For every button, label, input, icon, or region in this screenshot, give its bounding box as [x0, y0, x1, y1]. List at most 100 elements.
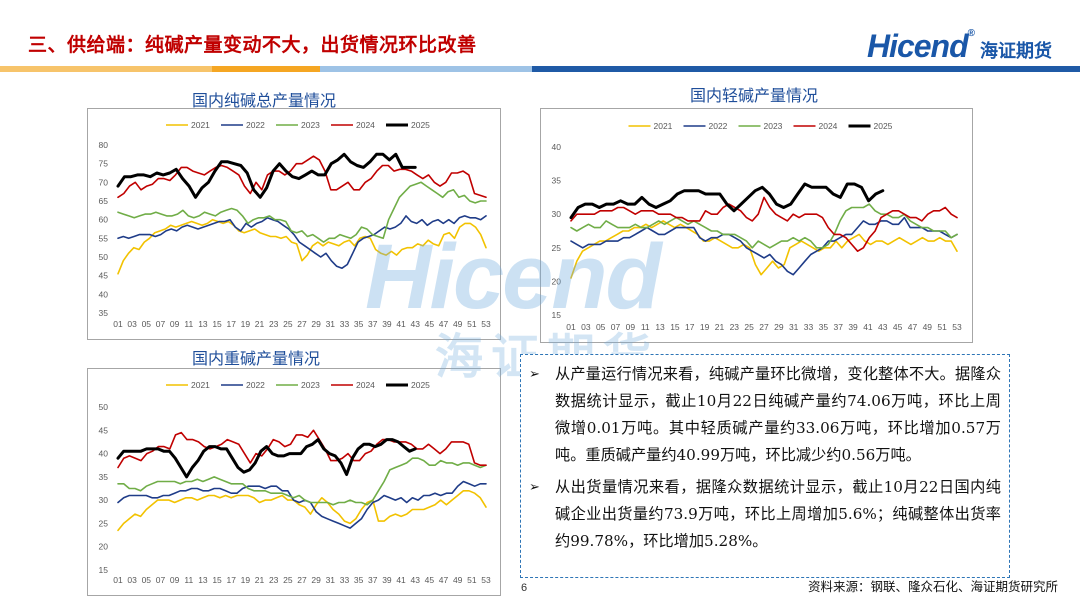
legend-label: 2022: [246, 120, 265, 130]
chart-light-production: 15 20 25 30 35 40 01 03 05 07 09 11 13 15 17 19 21 23 25 27…: [540, 108, 973, 343]
header-band-segment: [212, 66, 320, 72]
y-tick-label: 60: [99, 215, 109, 225]
y-tick-label: 75: [99, 159, 109, 169]
bullet-arrow-icon: ➢: [529, 480, 540, 495]
x-tick-label: 23: [269, 575, 279, 585]
chart-total-production: 35 40 45 50 55 60 65 70 75 80 01 03 05 07 09 11 13 15 17 19…: [87, 108, 501, 340]
x-tick-label: 17: [226, 575, 236, 585]
commentary-box: ➢ 从产量运行情况来看，纯碱产量环比微增，变化整体不大。据隆众数据统计显示，截止…: [520, 354, 1010, 578]
x-tick-label: 09: [626, 322, 636, 332]
x-tick-label: 15: [212, 575, 222, 585]
legend-label: 2024: [819, 121, 838, 131]
x-tick-label: 07: [611, 322, 621, 332]
x-tick-label: 05: [596, 322, 606, 332]
x-tick-label: 07: [156, 319, 166, 329]
x-tick-label: 19: [700, 322, 710, 332]
x-tick-label: 27: [759, 322, 769, 332]
y-tick-label: 40: [99, 449, 109, 459]
x-tick-label: 23: [269, 319, 279, 329]
x-tick-label: 25: [283, 319, 293, 329]
x-tick-label: 39: [848, 322, 858, 332]
x-tick-label: 45: [425, 575, 435, 585]
x-tick-label: 11: [641, 322, 650, 332]
x-tick-label: 19: [241, 319, 251, 329]
x-tick-label: 31: [326, 319, 336, 329]
source-note: 资料来源：钢联、隆众石化、海证期货研究所: [807, 579, 1058, 594]
y-tick-label: 20: [99, 542, 109, 552]
series-line-2023: [570, 203, 958, 249]
x-tick-label: 17: [685, 322, 695, 332]
header-band-segment: [0, 66, 212, 72]
x-tick-label: 03: [127, 575, 137, 585]
series-line-2021: [117, 490, 487, 532]
chart-title-dense: 国内重碱产量情况: [192, 349, 321, 368]
series-line-2022: [117, 215, 487, 269]
legend-label: 2024: [356, 120, 375, 130]
commentary-text-shipment: 从出货量情况来看，据隆众数据统计显示，截止10月22日国内纯碱企业出货量约73.…: [555, 478, 1001, 550]
y-tick-label: 35: [99, 472, 109, 482]
x-tick-label: 41: [863, 322, 873, 332]
x-tick-label: 07: [156, 575, 166, 585]
y-tick-label: 35: [99, 308, 109, 318]
x-tick-label: 33: [804, 322, 814, 332]
x-tick-label: 35: [354, 319, 364, 329]
x-tick-label: 13: [655, 322, 665, 332]
x-tick-label: 11: [184, 575, 193, 585]
x-tick-label: 13: [198, 575, 208, 585]
x-tick-label: 25: [744, 322, 754, 332]
y-tick-label: 40: [99, 289, 109, 299]
x-tick-label: 23: [730, 322, 740, 332]
x-tick-label: 43: [410, 575, 420, 585]
legend-label: 2021: [191, 380, 210, 390]
y-tick-label: 25: [99, 518, 109, 528]
x-tick-label: 45: [893, 322, 903, 332]
series-line-2024: [570, 196, 958, 252]
y-tick-label: 50: [99, 252, 109, 262]
x-tick-label: 15: [670, 322, 680, 332]
x-tick-label: 17: [226, 319, 236, 329]
y-tick-label: 45: [99, 425, 109, 435]
header-band-segment: [320, 66, 532, 72]
x-tick-label: 27: [297, 319, 307, 329]
x-tick-label: 27: [297, 575, 307, 585]
header-band-segment: [532, 66, 1080, 72]
x-tick-label: 51: [937, 322, 947, 332]
x-tick-label: 19: [241, 575, 251, 585]
y-tick-label: 25: [552, 243, 562, 253]
series-line-2025: [569, 182, 885, 220]
x-tick-label: 11: [184, 319, 193, 329]
series-line-2021: [117, 218, 487, 275]
y-tick-label: 45: [99, 271, 109, 281]
y-tick-label: 15: [552, 310, 562, 320]
x-tick-label: 43: [878, 322, 888, 332]
x-tick-label: 33: [340, 319, 350, 329]
x-tick-label: 41: [396, 319, 406, 329]
y-tick-label: 30: [552, 209, 562, 219]
logo-wordmark: Hicend®: [866, 27, 975, 64]
series-line-2022: [117, 480, 487, 529]
x-tick-label: 05: [142, 319, 152, 329]
brand-logo: Hicend® 海证期货: [867, 26, 1052, 66]
y-tick-label: 55: [99, 233, 109, 243]
x-tick-label: 39: [382, 319, 392, 329]
x-tick-label: 01: [566, 322, 576, 332]
y-tick-label: 30: [99, 495, 109, 505]
x-tick-label: 05: [142, 575, 152, 585]
series-line-2024: [117, 155, 487, 199]
x-tick-label: 35: [819, 322, 829, 332]
legend-label: 2025: [411, 380, 430, 390]
y-tick-label: 15: [99, 565, 109, 575]
logo-chinese-name: 海证期货: [980, 41, 1052, 62]
x-tick-label: 39: [382, 575, 392, 585]
x-tick-label: 29: [774, 322, 784, 332]
y-tick-label: 20: [552, 276, 562, 286]
series-line-2023: [117, 181, 487, 243]
x-tick-label: 37: [833, 322, 843, 332]
y-tick-label: 50: [99, 402, 109, 412]
legend-label: 2025: [411, 120, 430, 130]
x-tick-label: 47: [439, 319, 449, 329]
series-line-2024: [117, 429, 487, 469]
commentary-text-production: 从产量运行情况来看，纯碱产量环比微增，变化整体不大。据隆众数据统计显示，截止10…: [555, 365, 1001, 464]
